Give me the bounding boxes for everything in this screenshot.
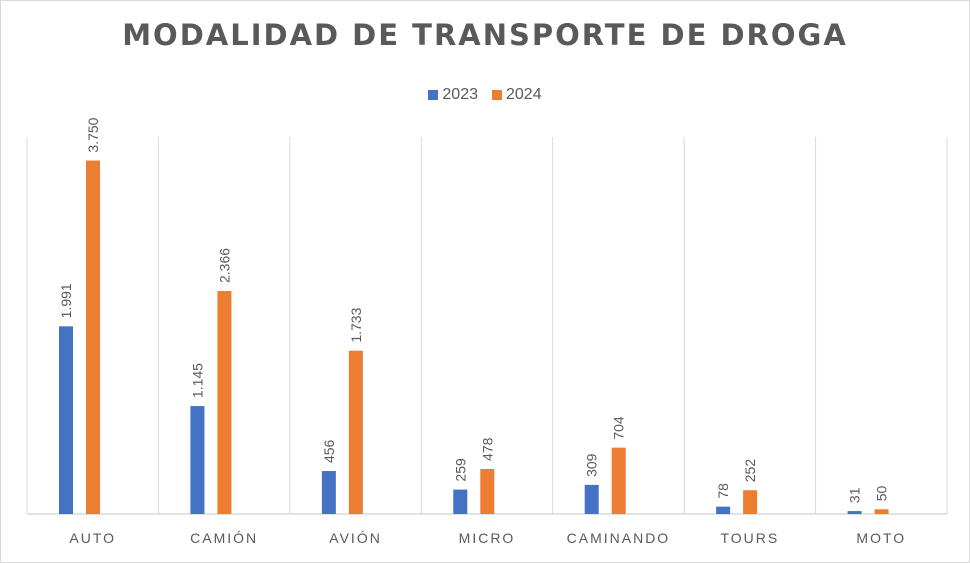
bar-2024: [480, 468, 495, 514]
data-label-2023: 1.991: [58, 283, 74, 318]
bar-2024: [611, 447, 626, 514]
legend-item-2023: 2023: [428, 86, 478, 104]
bar-2023: [716, 506, 731, 514]
legend: 2023 2024: [0, 86, 970, 104]
legend-swatch-2023: [428, 90, 439, 100]
data-label-2023: 309: [584, 453, 600, 477]
data-label-2024: 3.750: [85, 117, 101, 152]
bar-2023: [584, 484, 599, 514]
bar-2024: [86, 160, 100, 514]
data-label-2023: 259: [452, 458, 468, 482]
data-label-2024: 704: [611, 416, 627, 440]
bar-2024: [348, 350, 363, 514]
data-label-2024: 478: [479, 437, 495, 461]
bar-2023: [453, 489, 468, 514]
bar-2023: [847, 511, 862, 514]
legend-label-2023: 2023: [442, 86, 478, 103]
x-tick-label: AUTO: [69, 530, 116, 546]
x-tick-label: MICRO: [459, 530, 516, 546]
data-label-2023: 1.145: [189, 363, 205, 398]
legend-label-2024: 2024: [506, 86, 542, 103]
data-label-2023: 78: [715, 483, 731, 499]
data-label-2024: 1.733: [348, 307, 364, 342]
data-label-2023: 31: [847, 487, 863, 503]
chart-title: MODALIDAD DE TRANSPORTE DE DROGA: [122, 18, 848, 52]
data-label-2024: 50: [874, 486, 890, 502]
x-tick-label: CAMIÓN: [190, 530, 258, 546]
x-tick-label: MOTO: [856, 530, 906, 546]
legend-item-2024: 2024: [492, 86, 542, 104]
bar-2024: [743, 490, 758, 514]
bar-2024: [874, 509, 889, 514]
data-label-2024: 252: [742, 459, 758, 483]
data-label-2024: 2.366: [216, 248, 232, 283]
bar-2023: [190, 406, 205, 514]
data-label-2023: 456: [321, 439, 337, 463]
bar-2024: [217, 291, 232, 514]
x-tick-label: CAMINANDO: [567, 530, 671, 546]
bar-2023: [321, 471, 336, 514]
x-tick-label: TOURS: [720, 530, 779, 546]
legend-swatch-2024: [492, 90, 502, 100]
bar-2023: [59, 326, 73, 514]
x-tick-label: AVIÓN: [329, 530, 382, 546]
